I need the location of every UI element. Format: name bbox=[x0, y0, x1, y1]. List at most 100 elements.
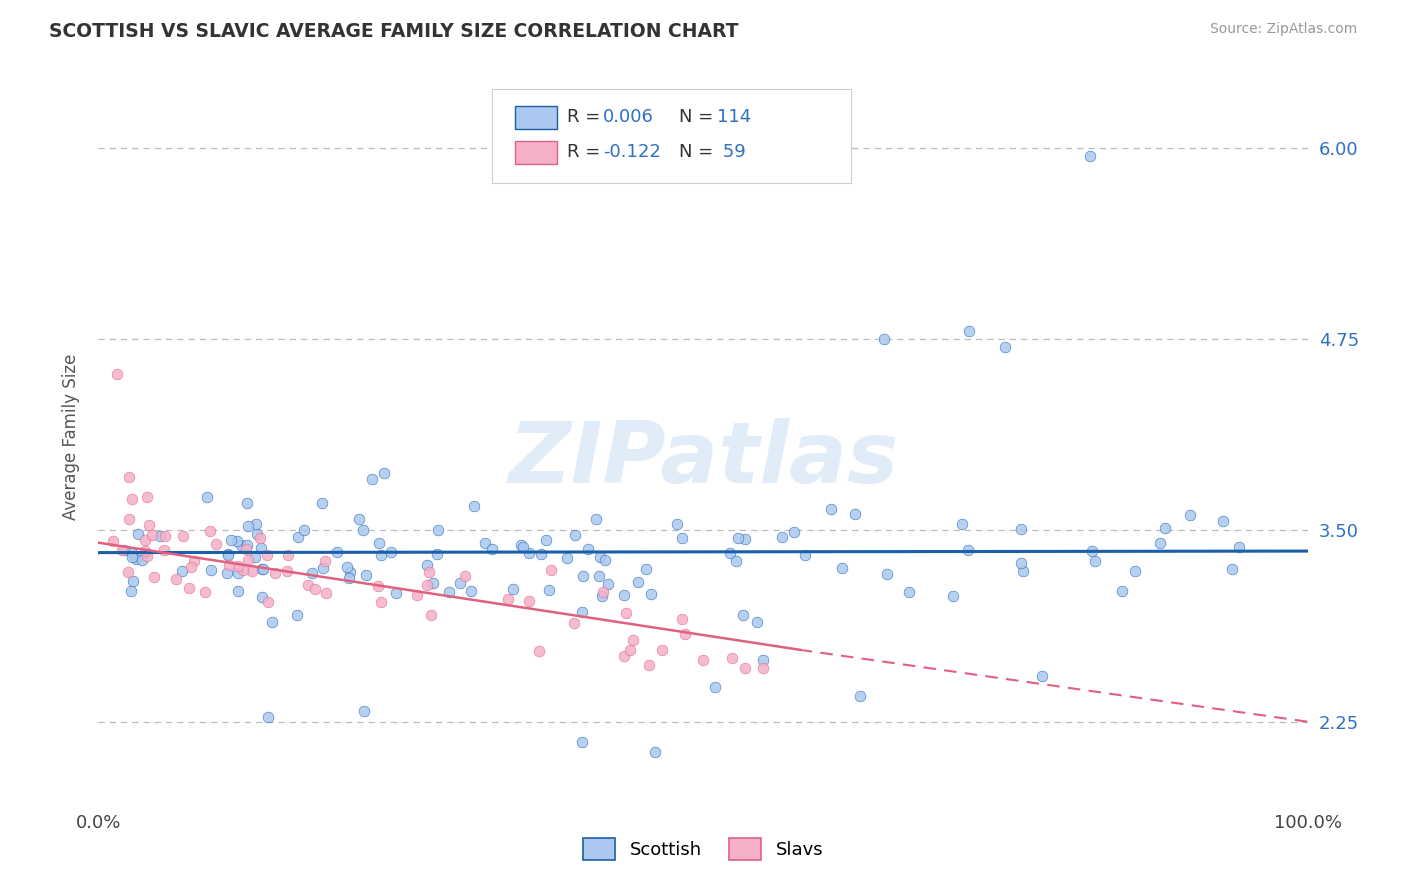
Point bbox=[226, 559, 249, 574]
Point bbox=[236, 495, 259, 509]
Text: N =: N = bbox=[679, 108, 718, 126]
Point bbox=[734, 661, 756, 675]
Point bbox=[704, 680, 727, 694]
Point bbox=[718, 546, 741, 560]
Point bbox=[250, 590, 273, 604]
Point bbox=[752, 661, 775, 675]
Point bbox=[117, 565, 139, 579]
Point bbox=[502, 582, 524, 596]
Point bbox=[406, 588, 429, 602]
Point bbox=[595, 553, 617, 567]
Text: 114: 114 bbox=[717, 108, 751, 126]
Point bbox=[180, 560, 202, 574]
Point bbox=[598, 577, 620, 591]
Point bbox=[512, 540, 534, 554]
Point bbox=[217, 547, 239, 561]
Point bbox=[219, 533, 242, 548]
Point bbox=[957, 325, 980, 339]
Point bbox=[256, 595, 278, 609]
Point bbox=[352, 524, 374, 538]
Point bbox=[425, 547, 447, 561]
Point bbox=[994, 340, 1017, 354]
Point bbox=[336, 560, 359, 574]
Point bbox=[613, 648, 636, 663]
Point bbox=[634, 562, 657, 576]
Point bbox=[120, 584, 142, 599]
Point bbox=[232, 563, 254, 577]
Point bbox=[380, 545, 402, 559]
Point bbox=[538, 582, 561, 597]
Point bbox=[591, 589, 613, 603]
Point bbox=[122, 574, 145, 588]
Point bbox=[673, 627, 696, 641]
Point bbox=[226, 566, 249, 580]
Point bbox=[1010, 556, 1032, 570]
Point bbox=[195, 490, 218, 504]
Point bbox=[1227, 540, 1250, 554]
Point bbox=[481, 542, 503, 557]
Point bbox=[149, 529, 172, 543]
Point bbox=[692, 653, 714, 667]
Point bbox=[876, 567, 898, 582]
Point bbox=[337, 571, 360, 585]
Text: R =: R = bbox=[567, 108, 606, 126]
Point bbox=[118, 512, 141, 526]
Point bbox=[385, 586, 408, 600]
Point bbox=[831, 561, 853, 575]
Point bbox=[651, 643, 673, 657]
Point bbox=[783, 525, 806, 540]
Point bbox=[897, 584, 920, 599]
Text: 0.006: 0.006 bbox=[603, 108, 654, 126]
Point bbox=[727, 531, 749, 545]
Text: ZIPatlas: ZIPatlas bbox=[508, 417, 898, 500]
Point bbox=[370, 595, 392, 609]
Point bbox=[118, 470, 141, 484]
Point bbox=[367, 579, 389, 593]
Point bbox=[314, 553, 336, 567]
Point bbox=[956, 543, 979, 558]
Point bbox=[153, 529, 176, 543]
Point bbox=[534, 533, 557, 548]
Point bbox=[276, 564, 298, 578]
Point bbox=[530, 547, 553, 561]
Point bbox=[474, 535, 496, 549]
Point bbox=[311, 496, 333, 510]
Point bbox=[134, 543, 156, 558]
Point bbox=[496, 592, 519, 607]
Point bbox=[339, 565, 361, 579]
Point bbox=[1012, 564, 1035, 578]
Point bbox=[236, 538, 259, 552]
Point bbox=[353, 704, 375, 718]
Point bbox=[368, 536, 391, 550]
Point bbox=[236, 553, 259, 567]
Point bbox=[121, 491, 143, 506]
Point bbox=[249, 531, 271, 545]
Point bbox=[177, 581, 200, 595]
Point bbox=[252, 561, 274, 575]
Point bbox=[142, 570, 165, 584]
Point bbox=[572, 569, 595, 583]
Point bbox=[194, 584, 217, 599]
Point bbox=[1081, 544, 1104, 558]
Point bbox=[135, 490, 157, 504]
Point bbox=[592, 585, 614, 599]
Point bbox=[517, 594, 540, 608]
Point bbox=[638, 658, 661, 673]
Point bbox=[721, 651, 744, 665]
Point bbox=[246, 527, 269, 541]
Point bbox=[588, 569, 610, 583]
Point bbox=[540, 562, 562, 576]
Text: 59: 59 bbox=[717, 143, 745, 161]
Point bbox=[315, 586, 337, 600]
Point bbox=[820, 501, 842, 516]
Point bbox=[724, 554, 747, 568]
Legend: Scottish, Slavs: Scottish, Slavs bbox=[575, 830, 831, 867]
Point bbox=[1178, 508, 1201, 522]
Point bbox=[262, 615, 284, 630]
Point bbox=[1111, 583, 1133, 598]
Point bbox=[200, 563, 222, 577]
Point bbox=[564, 528, 586, 542]
Point bbox=[621, 632, 644, 647]
Point bbox=[844, 508, 866, 522]
Point bbox=[1078, 148, 1101, 162]
